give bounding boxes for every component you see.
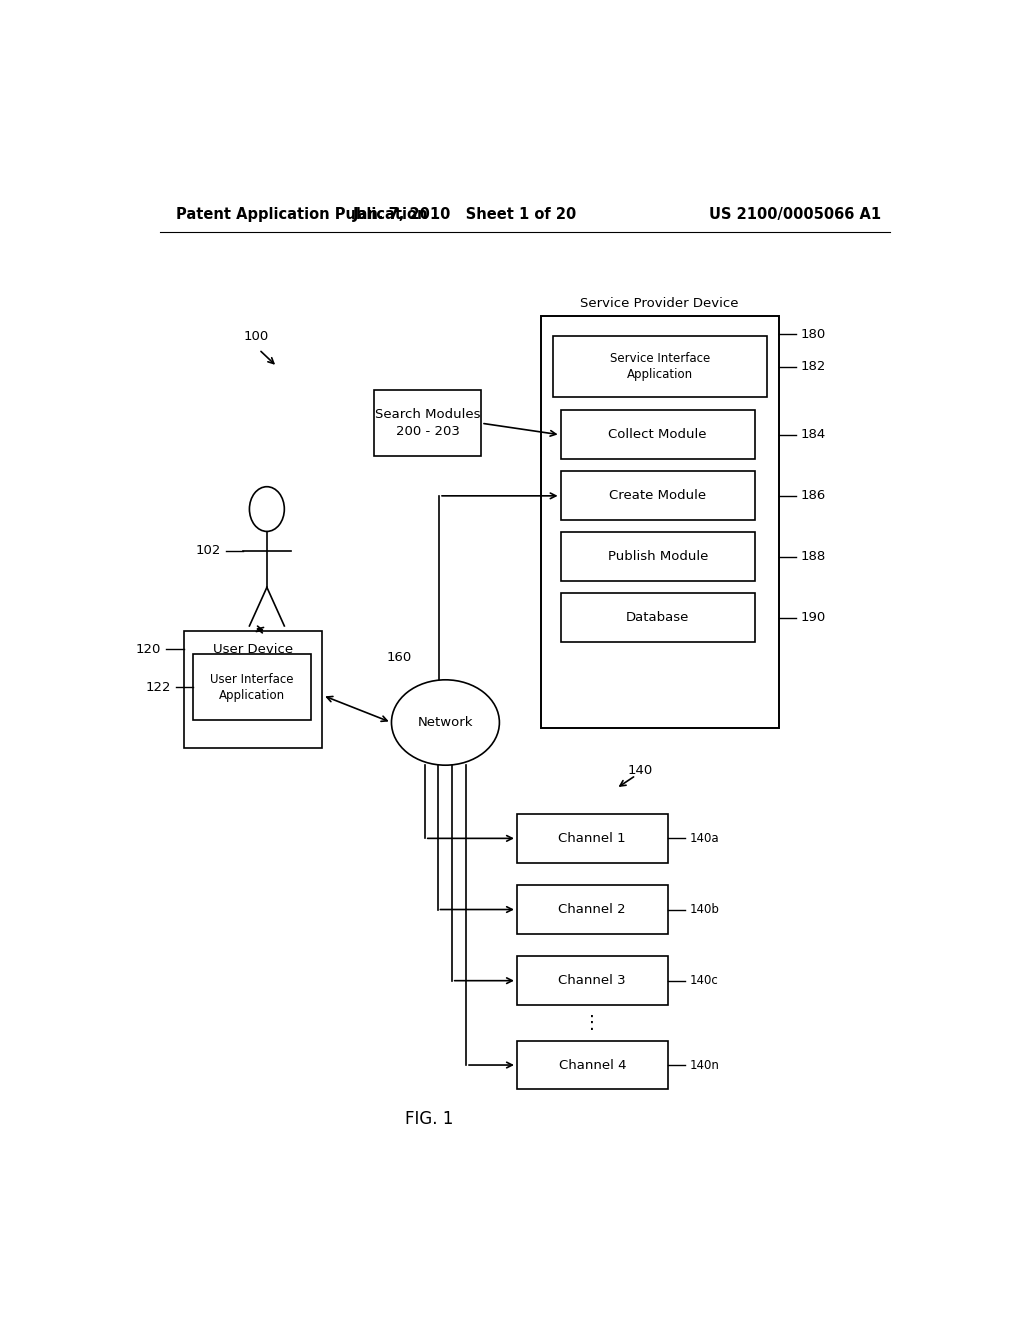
Text: 140c: 140c	[690, 974, 719, 987]
Bar	[560, 532, 755, 581]
Circle shape	[250, 487, 285, 532]
Bar	[374, 391, 481, 457]
Bar	[560, 471, 755, 520]
Text: User Device: User Device	[213, 643, 293, 656]
Text: Search Modules
200 - 203: Search Modules 200 - 203	[375, 408, 480, 438]
Text: 140b: 140b	[690, 903, 720, 916]
Text: 180: 180	[801, 327, 826, 341]
Text: Collect Module: Collect Module	[608, 429, 707, 441]
Text: 102: 102	[196, 544, 221, 557]
Text: Channel 4: Channel 4	[558, 1059, 626, 1072]
Text: 140a: 140a	[690, 832, 720, 845]
Text: FIG. 1: FIG. 1	[406, 1110, 454, 1127]
Bar	[517, 956, 668, 1005]
Text: US 2100/0005066 A1: US 2100/0005066 A1	[709, 207, 881, 222]
Text: Database: Database	[626, 611, 689, 624]
Text: Channel 1: Channel 1	[558, 832, 626, 845]
Bar	[560, 411, 755, 459]
Text: 160: 160	[387, 651, 412, 664]
Text: User Interface
Application: User Interface Application	[210, 673, 294, 702]
Bar	[194, 655, 310, 721]
Text: 188: 188	[801, 550, 826, 564]
Bar	[517, 886, 668, 935]
Text: 122: 122	[145, 681, 171, 694]
Bar	[517, 1040, 668, 1089]
Text: Service Provider Device: Service Provider Device	[581, 297, 739, 310]
Text: 140n: 140n	[690, 1059, 720, 1072]
Bar	[560, 594, 755, 643]
Bar	[517, 814, 668, 863]
Text: Service Interface
Application: Service Interface Application	[609, 352, 710, 381]
Text: Create Module: Create Module	[609, 490, 707, 503]
Text: 186: 186	[801, 490, 826, 503]
Text: Network: Network	[418, 715, 473, 729]
Ellipse shape	[391, 680, 500, 766]
Text: 140: 140	[628, 764, 653, 776]
Text: Channel 3: Channel 3	[558, 974, 626, 987]
Text: Publish Module: Publish Module	[607, 550, 708, 564]
Text: 100: 100	[243, 330, 268, 343]
Text: Channel 2: Channel 2	[558, 903, 626, 916]
Text: 190: 190	[801, 611, 826, 624]
Text: 184: 184	[801, 429, 826, 441]
Bar	[541, 315, 779, 727]
Text: Jan. 7, 2010   Sheet 1 of 20: Jan. 7, 2010 Sheet 1 of 20	[353, 207, 578, 222]
Text: 182: 182	[801, 360, 826, 374]
Text: Patent Application Publication: Patent Application Publication	[176, 207, 427, 222]
Bar	[553, 337, 767, 397]
Text: ⋮: ⋮	[584, 1014, 601, 1032]
Bar	[183, 631, 323, 748]
Text: 120: 120	[136, 643, 162, 656]
